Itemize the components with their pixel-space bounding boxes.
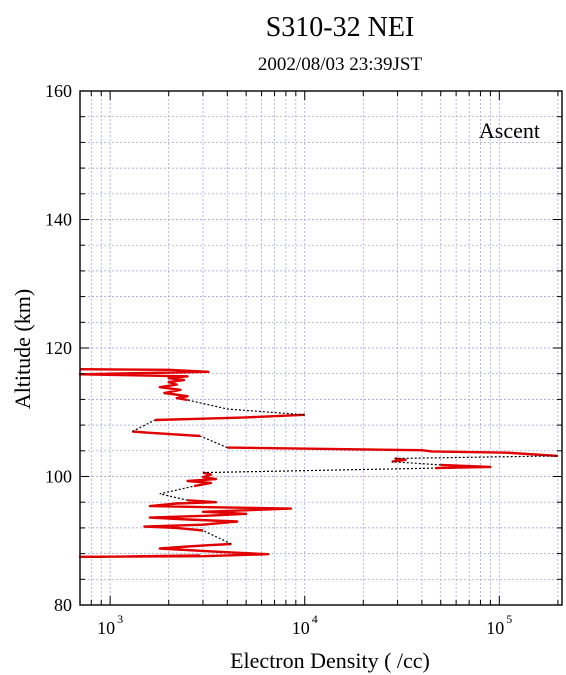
density-profile-line (227, 446, 558, 458)
density-profile-line (154, 413, 305, 422)
data-gap-line (132, 419, 156, 433)
y-tick-label: 160 (45, 81, 72, 101)
y-axis-label: Altitude (km) (10, 289, 35, 409)
data-gap-line (159, 485, 195, 501)
density-profile-line (435, 463, 492, 470)
data-gap-line (394, 455, 558, 460)
data-gap-line (199, 435, 228, 449)
x-axis-label: Electron Density ( /cc) (230, 648, 430, 673)
x-tick-label: 10 (486, 618, 504, 638)
annotation-label: Ascent (479, 118, 540, 143)
density-profile-line (78, 368, 210, 402)
density-profile-line (186, 471, 218, 488)
data-gap-line (202, 467, 436, 474)
density-profile-line (132, 430, 201, 438)
y-tick-label: 100 (45, 467, 72, 487)
x-tick-label-exponent: 3 (117, 612, 123, 626)
series-layer (78, 368, 558, 558)
x-tick-label: 10 (292, 618, 310, 638)
data-gap-line (391, 461, 441, 466)
x-tick-label: 10 (97, 618, 115, 638)
density-profile-line (391, 457, 407, 463)
data-gap-line (202, 529, 232, 545)
y-tick-label: 80 (54, 595, 72, 615)
x-tick-label-exponent: 4 (312, 612, 318, 626)
density-profile-line (78, 542, 270, 558)
chart-subtitle: 2002/08/03 23:39JST (258, 54, 423, 75)
tick-marks (79, 90, 562, 606)
y-tick-label: 120 (45, 338, 72, 358)
grid (79, 91, 562, 605)
y-tick-label: 140 (45, 210, 72, 230)
density-profile-line (143, 499, 293, 532)
data-gap-line (187, 399, 305, 416)
chart-title: S310-32 NEI (266, 12, 415, 43)
x-tick-label-exponent: 5 (506, 612, 512, 626)
